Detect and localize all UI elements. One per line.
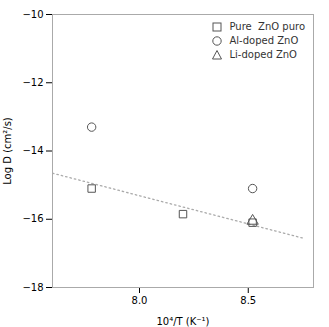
svg-text:10⁴/T (K⁻¹): 10⁴/T (K⁻¹): [156, 316, 209, 327]
svg-text:Log D (cm²/s): Log D (cm²/s): [2, 117, 13, 185]
html-text:Al-doped ZnO: Al-doped ZnO: [229, 35, 299, 46]
svg-text:8.0: 8.0: [132, 295, 148, 306]
svg-text:−16: −16: [22, 213, 43, 224]
html-text:Pure ZnO puro: Pure ZnO puro: [229, 21, 305, 32]
svg-text:−12: −12: [22, 77, 43, 88]
svg-text:8.5: 8.5: [240, 295, 256, 306]
svg-text:−10: −10: [22, 9, 43, 20]
svg-text:−18: −18: [22, 282, 43, 293]
svg-text:−14: −14: [22, 145, 43, 156]
html-text:Li-doped ZnO: Li-doped ZnO: [229, 49, 297, 60]
